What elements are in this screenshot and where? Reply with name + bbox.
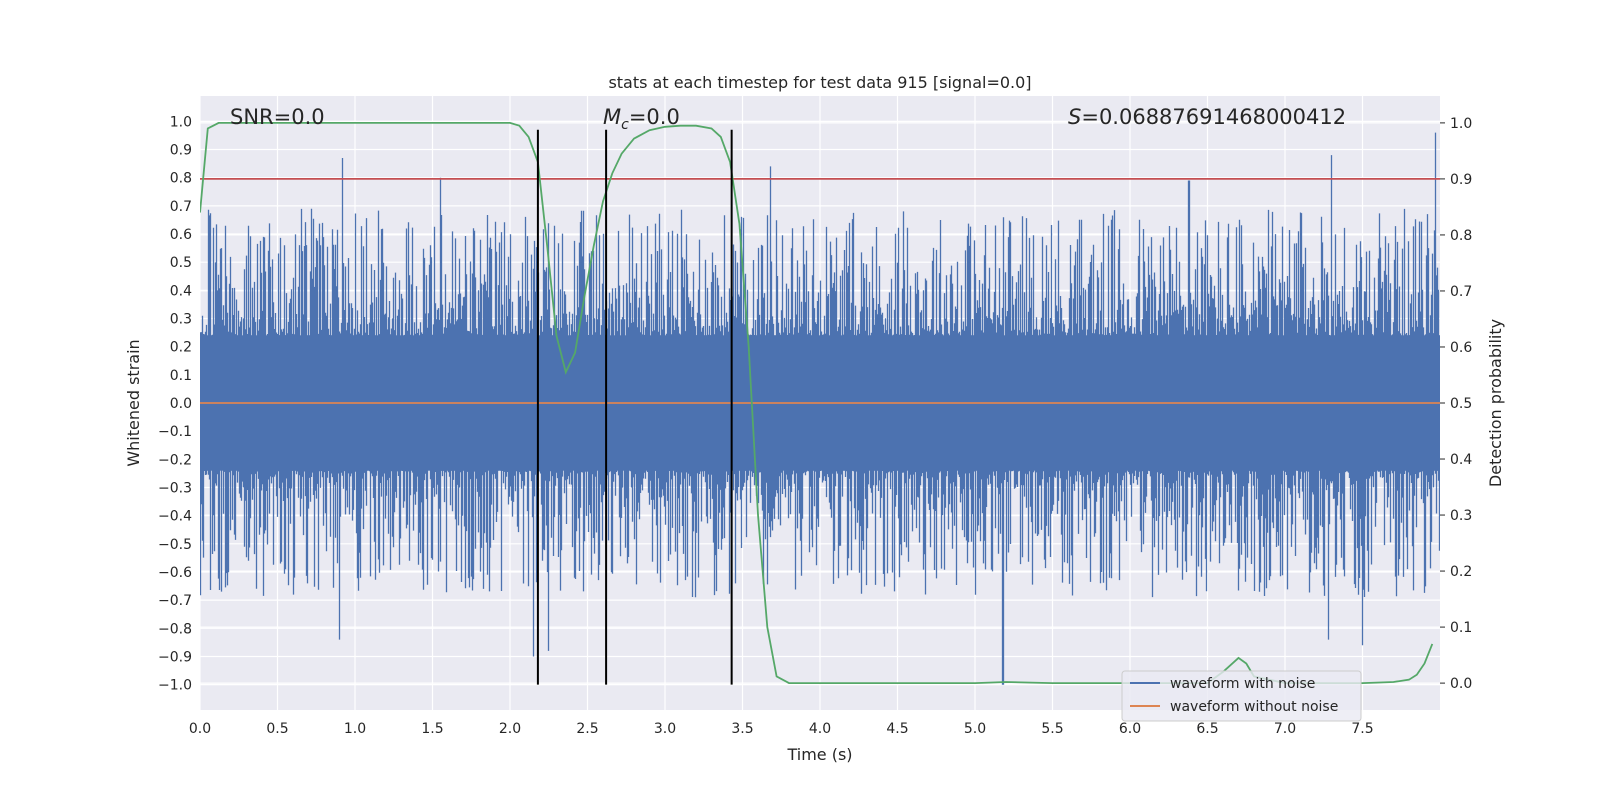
y-tick-label: 0.2 (170, 340, 192, 356)
y-tick-label: 0.8 (170, 171, 192, 187)
annotation-snr: SNR=0.0 (230, 105, 325, 129)
legend-label-waveform-without-noise: waveform without noise (1170, 699, 1338, 715)
x-tick-label: 7.0 (1274, 721, 1296, 737)
x-tick-label: 3.0 (654, 721, 676, 737)
annotation-s-symbol: S (1068, 105, 1081, 129)
annotation-s: S=0.06887691468000412 (1068, 105, 1346, 129)
y2-tick-label: 0.5 (1450, 396, 1472, 412)
y-tick-label: −0.7 (158, 593, 192, 609)
y2-tick-label: 1.0 (1450, 116, 1472, 132)
chart-title: stats at each timestep for test data 915… (608, 73, 1031, 92)
x-tick-label: 3.5 (731, 721, 753, 737)
x-tick-label: 4.5 (886, 721, 908, 737)
y-tick-label: −0.8 (158, 621, 192, 637)
y-tick-label: 0.7 (170, 199, 192, 215)
y-tick-label: 1.0 (170, 114, 192, 130)
y2-tick-label: 0.1 (1450, 620, 1472, 636)
x-tick-label: 6.0 (1119, 721, 1141, 737)
x-tick-label: 0.5 (266, 721, 288, 737)
x-tick-label: 7.5 (1351, 721, 1373, 737)
axes: 0.0 0.5 1.0 1.5 2.0 2.5 3.0 3.5 4.0 4.5 5.0 5.5 6.0 6… (158, 114, 1472, 737)
y-axis-label: Whitened strain (124, 339, 143, 466)
y-tick-label: −0.9 (158, 649, 192, 665)
annotation-mc-symbol: M (603, 105, 621, 129)
y2-tick-label: 0.4 (1450, 452, 1472, 468)
y2-tick-label: 0.8 (1450, 228, 1472, 244)
x-tick-label: 2.5 (576, 721, 598, 737)
y2-tick-label: 0.6 (1450, 340, 1472, 356)
y-tick-label: 0.0 (170, 396, 192, 412)
x-tick-label: 1.5 (421, 721, 443, 737)
annotation-mc-subscript: c (621, 117, 629, 133)
y2-tick-label: 0.2 (1450, 564, 1472, 580)
y-tick-label: −1.0 (158, 678, 192, 694)
y-tick-label: 0.4 (170, 283, 192, 299)
y-tick-label: −0.6 (158, 565, 192, 581)
y-tick-label: 0.3 (170, 312, 192, 328)
x-tick-label: 2.0 (499, 721, 521, 737)
y-tick-label: −0.5 (158, 537, 192, 553)
annotation-s-value: =0.06887691468000412 (1081, 105, 1346, 129)
x-axis-label: Time (s) (786, 745, 852, 764)
y-tick-label: −0.3 (158, 480, 192, 496)
legend: waveform with noise waveform without noi… (1121, 670, 1362, 722)
y-tick-label: 0.9 (170, 143, 192, 159)
x-tick-label: 6.5 (1196, 721, 1218, 737)
y-tick-label: 0.6 (170, 227, 192, 243)
vertical-markers (536, 129, 733, 685)
y2-tick-label: 0.9 (1450, 172, 1472, 188)
y-tick-label: −0.4 (158, 509, 192, 525)
x-tick-label: 4.0 (809, 721, 831, 737)
y2-tick-label: 0.7 (1450, 284, 1472, 300)
y-tick-label: −0.1 (158, 424, 192, 440)
x-tick-label: 5.5 (1041, 721, 1063, 737)
annotation-chirp-mass: Mc=0.0 (603, 105, 680, 133)
legend-box (1121, 670, 1362, 722)
line-series (200, 122, 1440, 684)
y-tick-label: 0.1 (170, 368, 192, 384)
y2-tick-label: 0.0 (1450, 676, 1472, 692)
detection-probability-line (200, 122, 1434, 684)
x-tick-label: 5.0 (964, 721, 986, 737)
x-tick-label: 1.0 (344, 721, 366, 737)
y2-tick-label: 0.3 (1450, 508, 1472, 524)
y2-axis-label: Detection probability (1486, 319, 1505, 487)
annotation-mc-value: =0.0 (629, 105, 680, 129)
legend-label-waveform-with-noise: waveform with noise (1170, 676, 1315, 692)
y-tick-label: 0.5 (170, 255, 192, 271)
x-tick-label: 0.0 (189, 721, 211, 737)
y-tick-label: −0.2 (158, 452, 192, 468)
